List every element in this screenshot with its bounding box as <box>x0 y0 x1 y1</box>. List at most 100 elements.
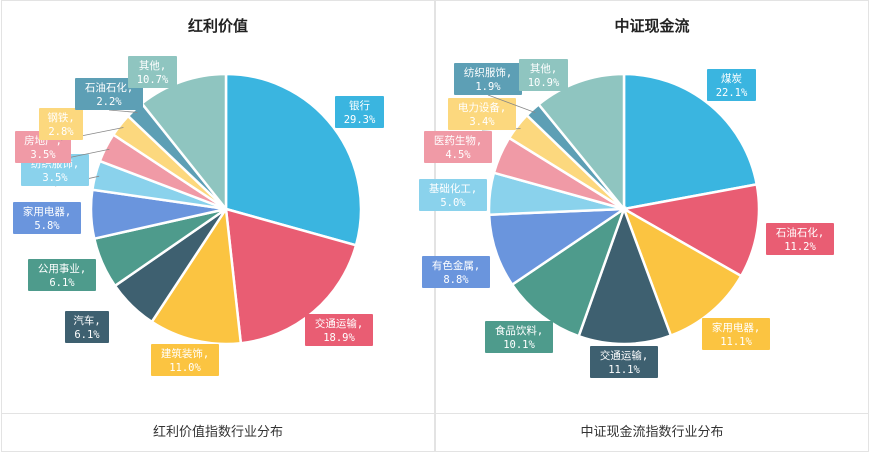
slice-value: 29.3% <box>344 114 376 126</box>
pie-slice <box>224 207 358 345</box>
slice-label: 食品饮料, 10.1% <box>485 321 553 353</box>
slice-label: 家用电器, 5.8% <box>13 202 81 234</box>
pie-slice <box>620 182 761 278</box>
slice-label: 钢铁, 2.8% <box>39 108 124 141</box>
pie-slice <box>510 205 627 338</box>
panel-cash-flow: 中证现金流 煤炭 22.1% 石油石化, 11.2% 家用电器, 11.1% 交通运输, 11… <box>419 0 869 452</box>
slice-name: 石油石化, <box>85 81 133 94</box>
slice-label: 医药生物, 4.5% <box>424 131 492 163</box>
slice-value: 11.2% <box>784 241 816 253</box>
slice-value: 6.1% <box>74 329 100 341</box>
pie-slices <box>487 72 761 346</box>
slice-value: 3.5% <box>42 172 68 184</box>
label-box <box>519 59 568 91</box>
slice-label: 汽车, 6.1% <box>65 311 109 343</box>
slice-name: 有色金属, <box>432 259 480 272</box>
slice-label: 交通运输, 18.9% <box>305 314 373 346</box>
pie-slice <box>621 206 743 338</box>
slice-value: 5.8% <box>34 220 60 232</box>
slice-label: 其他, 10.7% <box>128 56 177 88</box>
slice-name: 其他, <box>530 62 557 75</box>
slice-value: 3.5% <box>30 149 56 161</box>
slice-label: 电力设备, 3.4% <box>448 98 521 131</box>
label-box <box>65 311 109 343</box>
slice-label: 石油石化, 2.2% <box>75 78 143 113</box>
slice-name: 钢铁, <box>47 111 74 124</box>
slice-name: 交通运输, <box>600 349 648 362</box>
slice-name: 汽车, <box>73 314 100 327</box>
slice-value: 11.1% <box>720 336 752 348</box>
label-box <box>448 98 516 130</box>
slice-label: 有色金属, 8.8% <box>422 256 490 288</box>
pie-slice <box>622 72 759 211</box>
pie-labels: 煤炭 22.1% 石油石化, 11.2% 家用电器, 11.1% 交通运输, 11.1% 食品饮… <box>419 59 834 378</box>
slice-name: 电力设备, <box>458 101 506 114</box>
divider <box>436 413 868 414</box>
label-box <box>766 223 834 255</box>
slice-label: 纺织服饰, 1.9% <box>454 63 536 113</box>
pie-slices <box>89 72 363 346</box>
slice-name: 交通运输, <box>315 317 363 330</box>
divider <box>2 413 434 414</box>
slice-label: 建筑装饰, 11.0% <box>151 344 219 376</box>
pie-chart-dividend-value: 银行 29.3% 交通运输, 18.9% 建筑装饰, 11.0% 汽车, 6.1% 公用事业, 6… <box>13 56 384 376</box>
slice-name: 家用电器, <box>712 321 760 334</box>
slice-name: 其他, <box>139 59 166 72</box>
label-box <box>128 56 177 88</box>
slice-name: 基础化工, <box>429 182 477 195</box>
slice-value: 10.1% <box>503 339 535 351</box>
pie-labels: 银行 29.3% 交通运输, 18.9% 建筑装饰, 11.0% 汽车, 6.1% 公用事业, 6… <box>13 56 384 376</box>
label-box <box>419 179 487 211</box>
chart-caption: 中证现金流指数行业分布 <box>580 425 724 440</box>
slice-value: 10.7% <box>137 74 169 86</box>
slice-name: 银行 <box>349 99 370 112</box>
label-box <box>151 344 219 376</box>
slice-value: 2.2% <box>96 96 122 108</box>
slice-label: 基础化工, 5.0% <box>419 179 487 211</box>
label-box <box>75 78 143 110</box>
slice-label: 家用电器, 11.1% <box>702 318 770 350</box>
label-box <box>454 63 522 95</box>
label-box <box>590 346 658 378</box>
label-box <box>422 256 490 288</box>
label-box <box>707 69 756 101</box>
pie-slice <box>577 205 673 346</box>
label-box <box>702 318 770 350</box>
chart-title: 中证现金流 <box>614 17 690 35</box>
slice-label: 石油石化, 11.2% <box>766 223 834 255</box>
slice-name: 煤炭 <box>721 72 742 85</box>
slice-value: 10.9% <box>528 77 560 89</box>
slice-label: 其他, 10.9% <box>519 59 568 91</box>
label-box <box>485 321 553 353</box>
label-box <box>39 108 83 140</box>
slice-value: 11.0% <box>169 362 201 374</box>
leader-line <box>487 94 536 113</box>
slice-name: 食品饮料, <box>495 324 543 337</box>
slice-name: 家用电器, <box>23 205 71 218</box>
slice-value: 3.4% <box>469 116 495 128</box>
slice-value: 8.8% <box>443 274 469 286</box>
slice-label: 煤炭 22.1% <box>707 69 756 101</box>
slice-label: 银行 29.3% <box>335 96 384 128</box>
chart-title: 红利价值 <box>187 17 248 35</box>
pie-chart-cash-flow: 煤炭 22.1% 石油石化, 11.2% 家用电器, 11.1% 交通运输, 11.1% 食品饮… <box>419 59 834 378</box>
pie-slice <box>150 205 243 346</box>
label-box <box>13 202 81 234</box>
slice-value: 6.1% <box>49 277 75 289</box>
slice-name: 纺织服饰, <box>464 66 512 79</box>
slice-value: 18.9% <box>323 332 355 344</box>
pie-slice <box>536 72 626 213</box>
slice-label: 交通运输, 11.1% <box>590 346 658 378</box>
slice-name: 建筑装饰, <box>161 347 209 360</box>
slice-name: 公用事业, <box>38 262 86 275</box>
label-box <box>424 131 492 163</box>
slice-label: 公用事业, 6.1% <box>28 259 96 291</box>
leader-line <box>108 109 138 113</box>
pie-slice <box>224 72 363 247</box>
label-box <box>305 314 373 346</box>
slice-value: 4.5% <box>445 149 471 161</box>
slice-value: 5.0% <box>440 197 466 209</box>
panel-dividend-value: 红利价值 银行 29.3% 交通运输, 18.9% 建筑装饰, 11.0% 汽车, 6.1% 公… <box>1 0 435 452</box>
slice-value: 11.1% <box>608 364 640 376</box>
slice-name: 石油石化, <box>776 226 824 239</box>
